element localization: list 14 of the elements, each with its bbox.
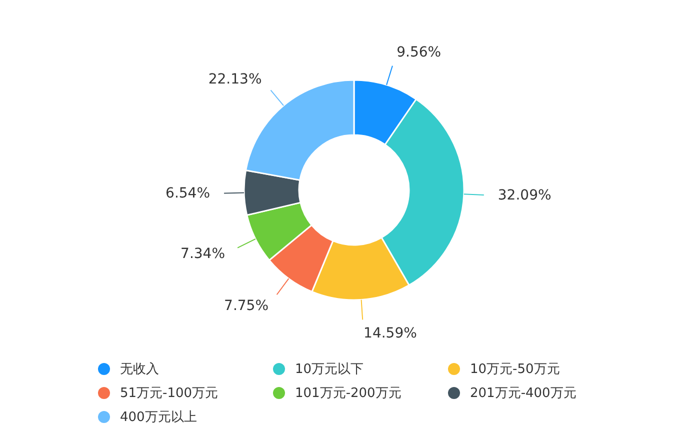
legend-label: 201万元-400万元 xyxy=(470,385,576,402)
data-label: 6.54% xyxy=(166,186,210,202)
legend-label: 10万元以下 xyxy=(295,361,364,378)
data-label: 9.56% xyxy=(396,44,442,60)
data-label: 7.75% xyxy=(224,298,269,314)
legend-label: 无收入 xyxy=(120,361,159,378)
data-label: 14.59% xyxy=(364,326,417,342)
legend-label: 10万元-50万元 xyxy=(470,361,560,378)
data-label: 32.09% xyxy=(498,187,552,204)
data-label: 22.13% xyxy=(208,71,262,88)
data-label: 7.34% xyxy=(180,246,226,262)
legend-label: 101万元-200万元 xyxy=(295,385,402,402)
legend-label: 51万元-100万元 xyxy=(120,385,218,402)
legend-label: 400万元以上 xyxy=(120,409,197,426)
